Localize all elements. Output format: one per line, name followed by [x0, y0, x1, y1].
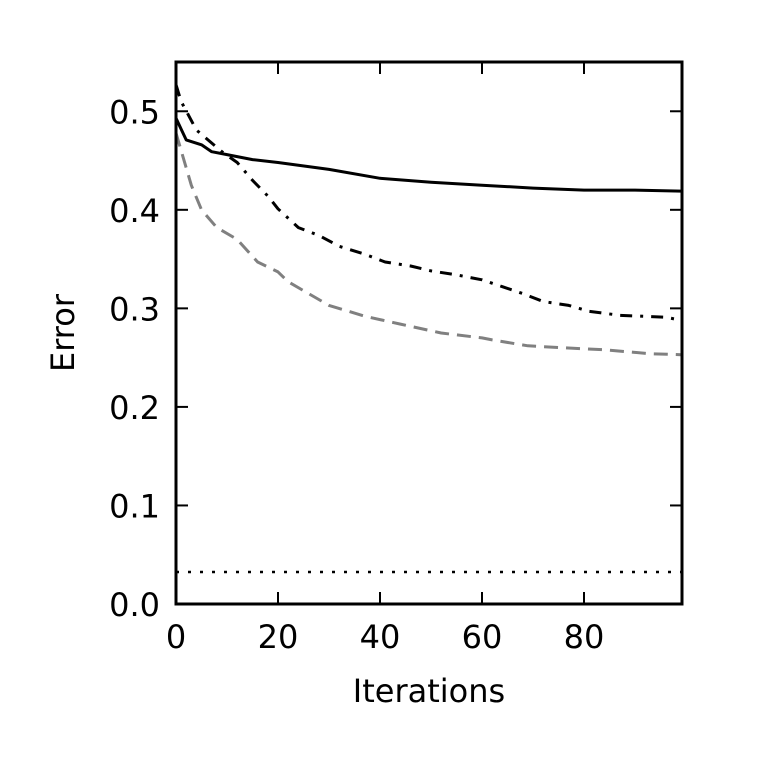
y-tick-label: 0.3	[109, 290, 160, 328]
y-tick-label: 0.2	[109, 389, 160, 427]
y-tick-label: 0.5	[109, 93, 160, 131]
series-line-solid	[174, 117, 681, 193]
y-axis-label: Error	[44, 293, 82, 372]
y-tick-labels: 0.0 0.1 0.2 0.3 0.4 0.5	[109, 93, 160, 624]
x-tick-label: 80	[564, 618, 605, 656]
x-tick-labels: 0 20 40 60 80	[166, 618, 605, 656]
x-tick-label: 20	[258, 618, 299, 656]
x-tick-label: 40	[360, 618, 401, 656]
series-layer	[174, 84, 682, 574]
x-tick-label: 60	[462, 618, 503, 656]
y-tick-label: 0.0	[109, 586, 160, 624]
series-line-dash-dot	[174, 84, 682, 322]
y-tick-label: 0.1	[109, 487, 160, 525]
plot-frame	[174, 60, 684, 606]
x-axis-label: Iterations	[353, 672, 505, 710]
y-tick-label: 0.4	[109, 192, 160, 230]
x-tick-label: 0	[166, 618, 186, 656]
